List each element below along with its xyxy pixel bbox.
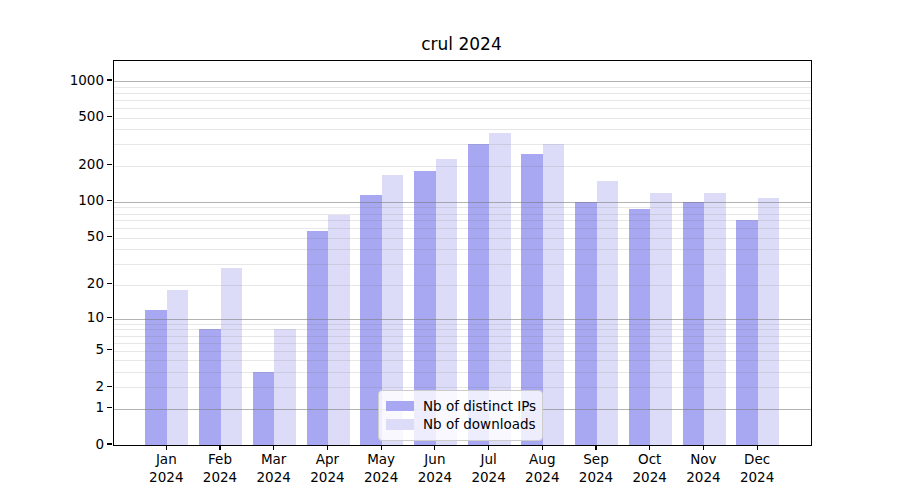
- figure: crul 2024 0 1 2 5 10 20 50 100 200 500 1000 Jan 202…: [0, 0, 900, 500]
- x-tick-aug: [542, 445, 543, 450]
- gridline-minor-40: [114, 249, 811, 250]
- x-tick-label-dec: Dec 2024: [729, 451, 785, 486]
- x-tick-label-sep: Sep 2024: [568, 451, 624, 486]
- x-tick-label-oct: Oct 2024: [622, 451, 678, 486]
- gridline-minor-500: [114, 118, 811, 119]
- y-tick-50: [107, 236, 112, 237]
- y-tick-2: [107, 386, 112, 387]
- x-tick-jan: [166, 445, 167, 450]
- gridline-minor-20: [114, 285, 811, 286]
- gridline-minor-300: [114, 144, 811, 145]
- y-tick-1000: [107, 79, 112, 80]
- gridline-minor-30: [114, 264, 811, 265]
- gridline-minor-70: [114, 220, 811, 221]
- legend: Nb of distinct IPs Nb of downloads: [378, 390, 543, 441]
- gridline-minor-400: [114, 129, 811, 130]
- bar-downloads-jan: [167, 290, 189, 445]
- y-tick-0: [107, 443, 112, 444]
- gridline-minor-2: [114, 387, 811, 388]
- x-tick-label-mar: Mar 2024: [246, 451, 302, 486]
- legend-item-downloads: Nb of downloads: [386, 416, 534, 433]
- x-tick-label-nov: Nov 2024: [675, 451, 731, 486]
- x-tick-nov: [703, 445, 704, 450]
- y-tick-5: [107, 349, 112, 350]
- y-tick-10: [107, 317, 112, 318]
- x-tick-dec: [757, 445, 758, 450]
- x-tick-jul: [488, 445, 489, 450]
- bar-ips-dec: [736, 220, 758, 445]
- bar-downloads-aug: [543, 144, 565, 445]
- x-tick-label-jul: Jul 2024: [461, 451, 517, 486]
- gridline-minor-9: [114, 324, 811, 325]
- x-tick-may: [381, 445, 382, 450]
- gridline-minor-7: [114, 336, 811, 337]
- legend-label-downloads: Nb of downloads: [423, 416, 536, 433]
- legend-item-distinct-ips: Nb of distinct IPs: [386, 398, 534, 415]
- y-tick-200: [107, 164, 112, 165]
- x-tick-sep: [595, 445, 596, 450]
- x-tick-label-jan: Jan 2024: [138, 451, 194, 486]
- gridline-minor-6: [114, 343, 811, 344]
- x-tick-label-feb: Feb 2024: [192, 451, 248, 486]
- y-tick-100: [107, 200, 112, 201]
- y-tick-label-50: 50: [0, 229, 104, 244]
- gridline-major-1000: [114, 81, 811, 82]
- y-tick-label-500: 500: [0, 109, 104, 124]
- y-tick-label-200: 200: [0, 157, 104, 172]
- gridline-major-10: [114, 319, 811, 320]
- x-tick-label-jun: Jun 2024: [407, 451, 463, 486]
- y-tick-500: [107, 116, 112, 117]
- gridline-minor-4: [114, 360, 811, 361]
- gridline-minor-90: [114, 207, 811, 208]
- y-tick-20: [107, 283, 112, 284]
- legend-swatch-distinct-ips: [386, 401, 414, 412]
- y-tick-label-1: 1: [0, 400, 104, 415]
- legend-label-distinct-ips: Nb of distinct IPs: [423, 398, 536, 415]
- gridline-major-100: [114, 202, 811, 203]
- x-tick-apr: [327, 445, 328, 450]
- y-tick-label-10: 10: [0, 310, 104, 325]
- x-tick-label-aug: Aug 2024: [514, 451, 570, 486]
- gridline-minor-50: [114, 238, 811, 239]
- gridline-minor-900: [114, 87, 811, 88]
- plot-area: [113, 60, 812, 446]
- y-tick-label-1000: 1000: [0, 73, 104, 88]
- chart-title: crul 2024: [113, 33, 810, 55]
- y-tick-label-100: 100: [0, 193, 104, 208]
- x-tick-label-may: May 2024: [353, 451, 409, 486]
- gridline-minor-200: [114, 166, 811, 167]
- gridline-minor-600: [114, 108, 811, 109]
- gridline-minor-3: [114, 372, 811, 373]
- x-tick-mar: [273, 445, 274, 450]
- y-tick-1: [107, 407, 112, 408]
- y-tick-label-0: 0: [0, 437, 104, 452]
- gridline-minor-700: [114, 100, 811, 101]
- y-tick-label-2: 2: [0, 379, 104, 394]
- y-tick-label-5: 5: [0, 342, 104, 357]
- gridline-minor-80: [114, 214, 811, 215]
- y-tick-label-20: 20: [0, 276, 104, 291]
- legend-swatch-downloads: [386, 419, 414, 430]
- x-tick-label-apr: Apr 2024: [299, 451, 355, 486]
- gridline-minor-800: [114, 93, 811, 94]
- bar-downloads-feb: [221, 268, 243, 445]
- x-tick-oct: [649, 445, 650, 450]
- x-tick-feb: [219, 445, 220, 450]
- gridline-minor-8: [114, 329, 811, 330]
- gridline-minor-5: [114, 351, 811, 352]
- x-tick-jun: [434, 445, 435, 450]
- gridline-minor-60: [114, 228, 811, 229]
- bar-ips-oct: [629, 209, 651, 445]
